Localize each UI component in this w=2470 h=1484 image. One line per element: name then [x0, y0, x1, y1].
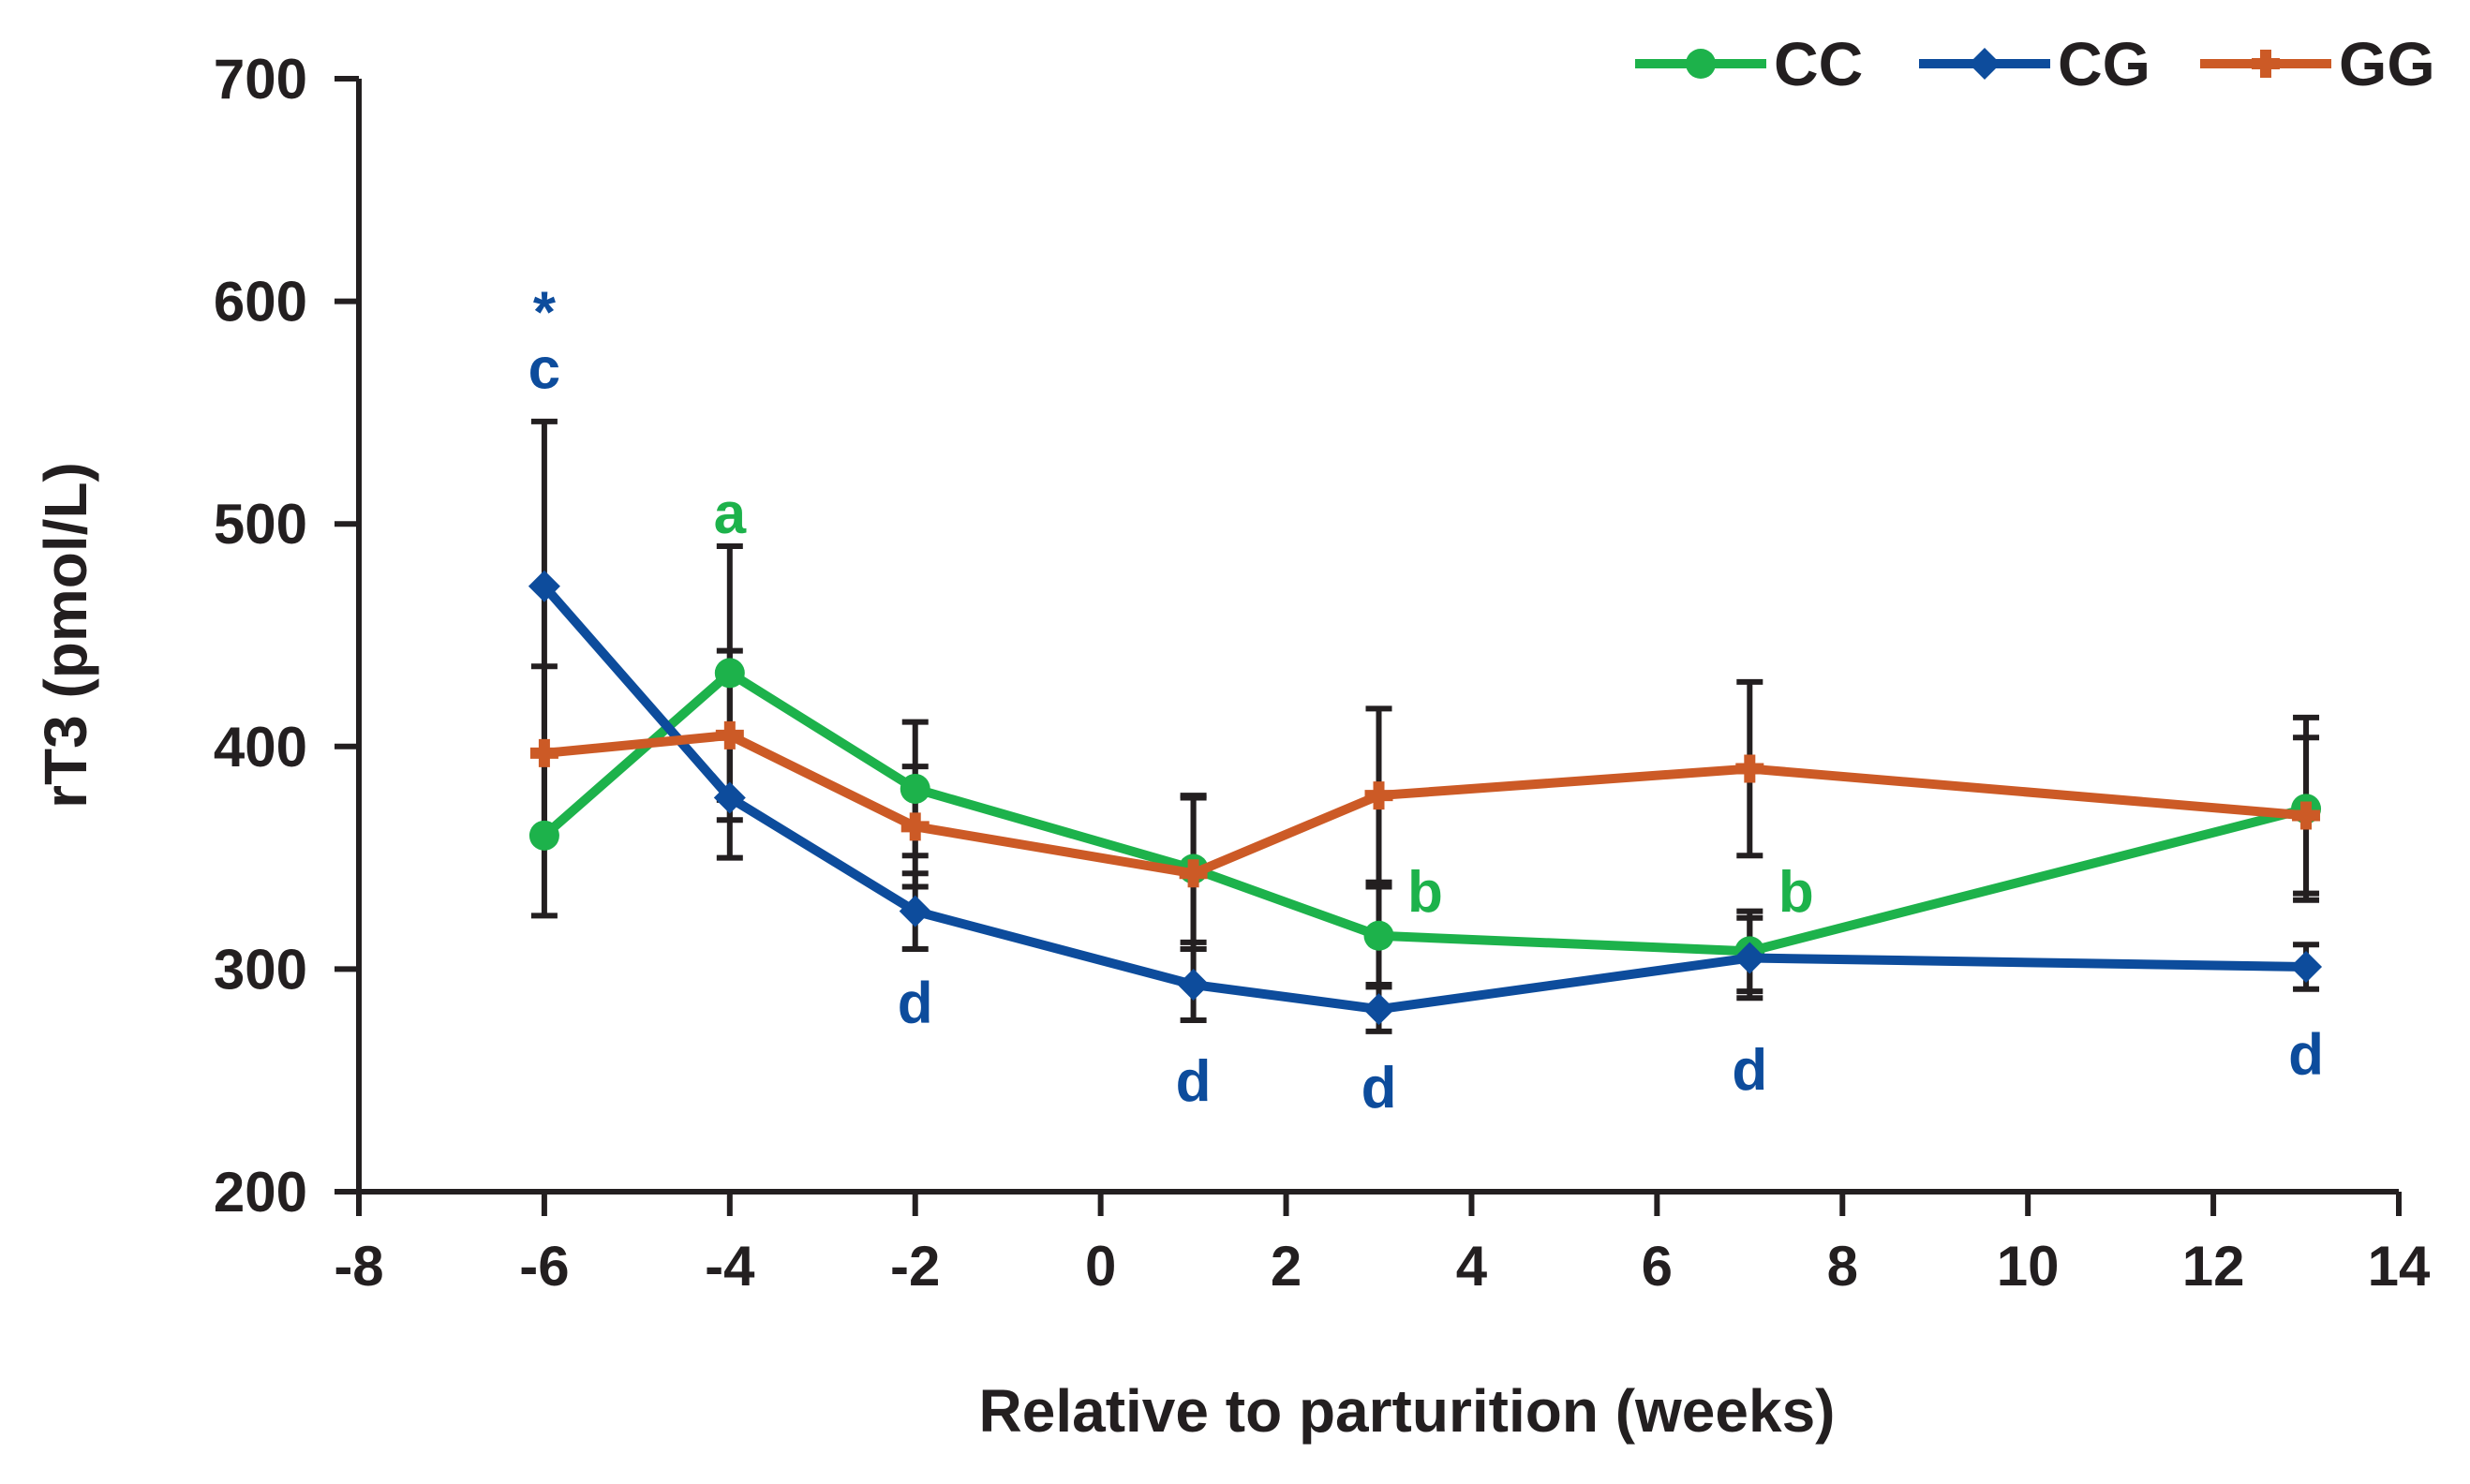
- x-tick-label: -4: [705, 1235, 755, 1298]
- axes: 200 300 400 500 600 700 -8 -6 -4 -2 0 2 4 6 8 10 12 14: [214, 48, 2431, 1298]
- x-tick-label: -8: [334, 1235, 383, 1298]
- data-point-gg: [529, 738, 558, 767]
- x-tick-label: 12: [2182, 1235, 2245, 1298]
- significance-label: d: [898, 972, 933, 1036]
- data-point-gg: [1364, 781, 1393, 810]
- significance-label: d: [1732, 1038, 1767, 1103]
- y-tick-label: 400: [214, 716, 307, 779]
- data-point-cg: [899, 895, 931, 928]
- x-tick-label: 2: [1271, 1235, 1302, 1298]
- data-point-cg: [528, 570, 560, 602]
- y-tick-label: 600: [214, 271, 307, 334]
- data-point-gg: [900, 812, 930, 841]
- annotations-layer: *c a d d d b d b d: [528, 280, 2324, 1120]
- legend-label-cg: CG: [2058, 29, 2150, 98]
- data-point-cg: [1362, 993, 1395, 1026]
- x-tick-label: -2: [890, 1235, 940, 1298]
- significance-label: *: [533, 280, 557, 345]
- data-point-gg: [2292, 801, 2321, 830]
- x-tick-label: 14: [2368, 1235, 2431, 1298]
- x-tick-label: 10: [1997, 1235, 2060, 1298]
- x-tick-label: -6: [519, 1235, 569, 1298]
- data-point-cc: [528, 820, 559, 851]
- y-tick-label: 300: [214, 938, 307, 1001]
- legend-label-cc: CC: [1774, 29, 1863, 98]
- significance-label: d: [1361, 1056, 1397, 1120]
- legend-marker-cg: [1969, 48, 2001, 80]
- x-tick-label: 6: [1642, 1235, 1673, 1298]
- y-axis-title: rT3 (pmol/L): [32, 462, 99, 809]
- significance-label: b: [1407, 860, 1443, 925]
- legend-marker-cc: [1686, 49, 1716, 79]
- legend: CC CG GG: [1635, 29, 2435, 98]
- x-tick-label: 0: [1085, 1235, 1116, 1298]
- data-point-cg: [1177, 969, 1210, 1002]
- significance-label: b: [1778, 860, 1814, 925]
- legend-marker-gg: [2252, 50, 2280, 78]
- series-layer: [528, 418, 2323, 1034]
- series-line-gg: [543, 730, 2307, 879]
- data-point-gg: [715, 720, 744, 749]
- x-tick-label: 4: [1456, 1235, 1488, 1298]
- data-point-cg: [2290, 951, 2323, 984]
- x-tick-label: 8: [1827, 1235, 1858, 1298]
- significance-label: d: [1176, 1049, 1212, 1114]
- data-point-cg: [1733, 942, 1766, 974]
- significance-label: a: [714, 482, 747, 546]
- data-point-cc: [900, 773, 930, 804]
- data-point-gg: [1179, 859, 1208, 888]
- data-point-cg: [713, 781, 746, 814]
- data-point-cc: [1363, 920, 1394, 951]
- significance-label: d: [2288, 1022, 2324, 1087]
- y-tick-label: 200: [214, 1161, 307, 1224]
- data-point-cc: [714, 658, 745, 689]
- x-axis-title: Relative to parturition (weeks): [979, 1377, 1836, 1445]
- data-point-gg: [1735, 754, 1764, 783]
- y-tick-label: 500: [214, 493, 307, 556]
- legend-label-gg: GG: [2339, 29, 2435, 98]
- significance-label: c: [528, 337, 560, 402]
- y-tick-label: 700: [214, 48, 307, 111]
